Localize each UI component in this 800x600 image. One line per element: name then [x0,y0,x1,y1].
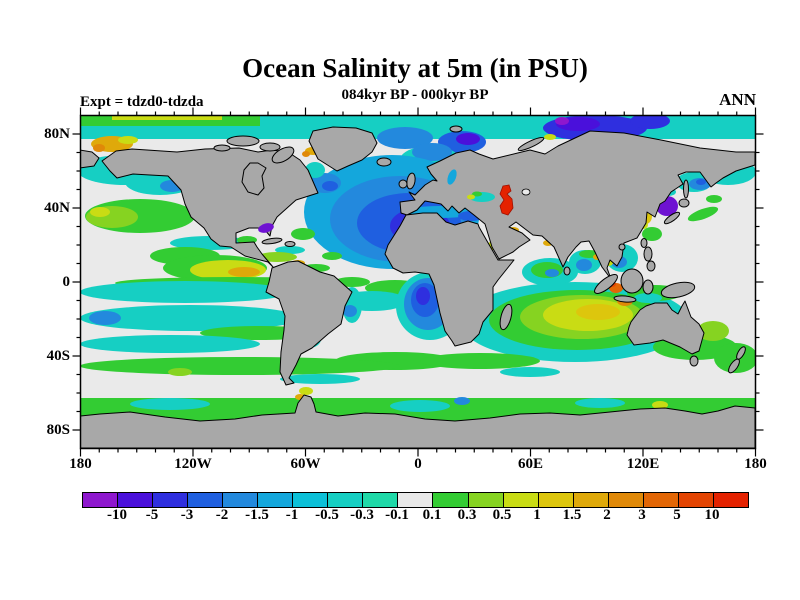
colorbar-boundary-label: -2 [215,507,229,523]
baltic-sea-anomaly [447,169,457,185]
lat-tick-label: 80N [44,126,70,142]
madagascar [499,303,513,331]
new-guinea [660,281,696,299]
inland-water-anomalies [258,169,531,233]
australia [626,300,705,355]
subtitle-time-range: 084kyr BP - 000kyr BP [341,87,489,103]
north-america [101,147,319,268]
lon-tick-label: 60E [517,456,543,472]
great-lakes-anomaly [258,223,274,233]
eurasia [399,130,756,280]
colorbar-boundary-label: -0.1 [385,507,409,523]
colorbar-segment [503,493,539,507]
ireland [398,179,408,189]
experiment-label: Expt = tdzd0-tdzda [80,94,204,110]
colorbar-boundary-label: -3 [180,507,194,523]
colorbar-segment [293,493,329,507]
colorbar-boundary-label: 10 [704,507,720,523]
colorbar-segment [433,493,469,507]
colorbar-boundary-label: -1 [285,507,299,523]
colorbar-segment [153,493,189,507]
colorbar-segment [118,493,154,507]
colorbar-segment [363,493,399,507]
colorbar-segment [83,493,119,507]
africa [384,212,515,347]
colorbar-boundary-label: -0.5 [315,507,339,523]
colorbar-segment [398,493,434,507]
continents [80,125,756,449]
new-zealand-south [728,358,740,374]
borneo [620,268,644,294]
tasmania [689,355,699,367]
colorbar-boundary-label: -1.5 [245,507,269,523]
page-title: Ocean Salinity at 5m (in PSU) [242,53,588,83]
colorbar-boundary-label: -10 [107,507,127,523]
colorbar-segment [678,493,714,507]
colorbar-boundary-label: 2 [603,507,611,523]
colorbar-segment [188,493,224,507]
svalbard [449,125,463,133]
aral-sea [521,188,531,196]
antarctica [80,394,756,449]
colorbar-boundary-label: 0.3 [457,507,477,523]
novaya-zemlya [517,136,545,152]
lon-tick-label: 180 [69,456,92,472]
colorbar-segment [223,493,259,507]
sakhalin [683,179,689,199]
colorbar-boundary-label: 0.1 [422,507,442,523]
colorbar-boundary-label: 3 [638,507,646,523]
colorbar [82,492,749,508]
colorbar-segment [573,493,609,507]
lon-tick-label: 0 [414,456,422,472]
lon-tick-label: 120E [626,456,660,472]
lon-tick-label: 60W [290,456,321,472]
lat-tick-label: 40S [46,348,70,364]
sumatra [594,274,618,294]
lat-tick-label: 40N [44,200,70,216]
caspian-sea-anomaly [499,184,514,216]
colorbar-boundary-label: -0.3 [350,507,374,523]
great-britain [406,172,416,190]
colorbar-boundary-label: -5 [145,507,159,523]
lat-tick-label: 80S [46,422,70,438]
colorbar-boundary-label: 1.5 [562,507,582,523]
japan [663,211,681,225]
colorbar-segment [468,493,504,507]
season-label: ANN [719,90,756,109]
lon-tick-label: 180 [744,456,767,472]
south-america [265,260,353,386]
colorbar-segment [643,493,679,507]
java [613,295,637,303]
lat-tick-label: 0 [62,274,71,290]
colorbar-segment [258,493,294,507]
greenland [308,126,378,172]
colorbar-boundary-label: 0.5 [492,507,512,523]
iceland [376,157,392,167]
colorbar-segment [608,493,644,507]
lon-tick-label: 120W [174,456,212,472]
colorbar-boundary-label: 5 [673,507,681,523]
colorbar-segment [538,493,574,507]
colorbar-segment [328,493,364,507]
colorbar-segment [713,493,748,507]
colorbar-boundary-label: 1 [533,507,541,523]
tick-marks [72,107,764,457]
